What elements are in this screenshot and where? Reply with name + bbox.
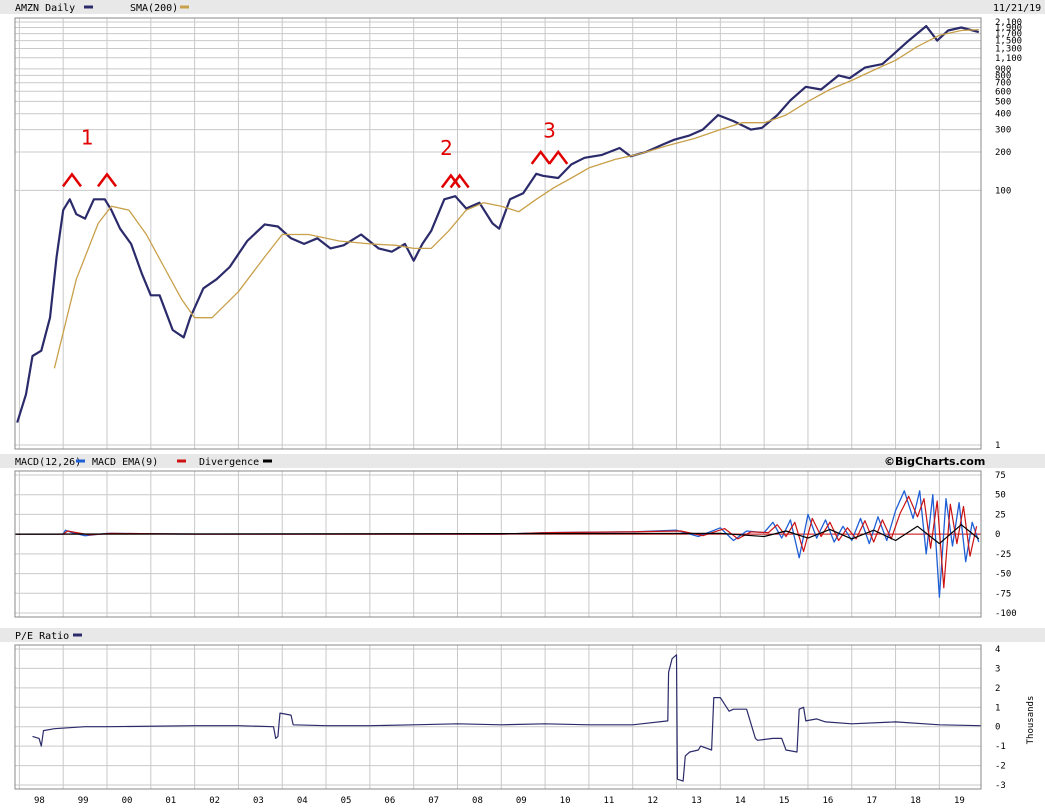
x-tick-label: 13 [691, 796, 702, 806]
y-tick-label: 50 [995, 491, 1006, 501]
panel-frame [14, 470, 982, 618]
y-tick-label: 2,100 [995, 18, 1022, 28]
y-tick-label: 4 [995, 645, 1000, 655]
chart-date: 11/21/19 [993, 3, 1041, 14]
divergence-line [14, 524, 980, 545]
y-tick-label: 75 [995, 471, 1006, 481]
y-tick-label: -3 [995, 781, 1006, 791]
x-tick-label: 10 [560, 796, 571, 806]
amzn-daily-line [16, 25, 980, 423]
pe-panel-header [0, 628, 1045, 642]
pe-legend-label: P/E Ratio [15, 631, 69, 642]
x-tick-label: 12 [647, 796, 658, 806]
y-tick-label: 0 [995, 723, 1000, 733]
y-tick-label: 800 [995, 71, 1011, 81]
price-title: AMZN Daily [15, 3, 75, 14]
x-tick-label: 99 [78, 796, 89, 806]
y-tick-label: -1 [995, 742, 1006, 752]
peak-caret-mark [530, 149, 551, 165]
y-tick-label: 900 [995, 65, 1011, 75]
x-tick-label: 05 [341, 796, 352, 806]
x-tick-label: 98 [34, 796, 45, 806]
peak-caret-mark [449, 173, 470, 189]
annotation-label: 2 [440, 136, 453, 160]
macd-12-26-line [15, 490, 980, 598]
pe-y-axis-label: Thousands [1026, 696, 1036, 745]
y-tick-label: 1,500 [995, 37, 1022, 47]
y-tick-label: 1 [995, 703, 1000, 713]
x-tick-label: 14 [735, 796, 746, 806]
x-tick-label: 16 [823, 796, 834, 806]
macd-ema-legend-label: MACD EMA(9) [92, 457, 158, 468]
panel-frame [14, 17, 982, 450]
x-tick-label: 03 [253, 796, 264, 806]
x-tick-label: 11 [603, 796, 614, 806]
x-tick-label: 07 [428, 796, 439, 806]
annotation-label: 3 [543, 119, 556, 143]
peak-caret-mark [97, 172, 117, 188]
y-tick-label: 1,300 [995, 45, 1022, 55]
divergence-legend-label: Divergence [199, 457, 259, 468]
y-tick-label: 1,900 [995, 24, 1022, 34]
peak-caret-mark [61, 172, 82, 188]
panel-frame [14, 644, 982, 790]
macd-ema-9-line [15, 495, 978, 589]
peak-caret-mark [440, 173, 461, 189]
y-tick-label: -100 [995, 609, 1017, 619]
y-tick-label: -25 [995, 550, 1011, 560]
price-panel-header [0, 0, 1045, 14]
y-tick-label: 700 [995, 79, 1011, 89]
x-tick-label: 01 [165, 796, 176, 806]
y-tick-label: 1,100 [995, 54, 1022, 64]
y-tick-label: 600 [995, 87, 1011, 97]
peak-caret-mark [548, 149, 569, 165]
p-e-ratio-line [32, 654, 982, 782]
x-tick-label: 02 [209, 796, 220, 806]
x-tick-label: 00 [122, 796, 133, 806]
y-tick-label: 300 [995, 126, 1011, 136]
y-tick-label: 400 [995, 110, 1011, 120]
sma-200-line [53, 28, 979, 369]
y-tick-label: 2 [995, 684, 1000, 694]
x-tick-label: 18 [910, 796, 921, 806]
y-tick-label: 500 [995, 97, 1011, 107]
y-tick-label: 100 [995, 186, 1011, 196]
sma-legend-label: SMA(200) [130, 3, 178, 14]
bigcharts-brand: ©BigCharts.com [884, 455, 985, 468]
x-tick-label: 06 [384, 796, 395, 806]
y-tick-label: 200 [995, 148, 1011, 158]
macd-legend-label: MACD(12,26) [15, 457, 81, 468]
x-tick-label: 04 [297, 796, 308, 806]
y-tick-label: 3 [995, 664, 1000, 674]
y-tick-label: 25 [995, 510, 1006, 520]
y-tick-label: -75 [995, 589, 1011, 599]
x-tick-label: 15 [779, 796, 790, 806]
x-tick-label: 09 [516, 796, 527, 806]
y-tick-label: 0 [995, 530, 1000, 540]
y-tick-label: -2 [995, 762, 1006, 772]
y-tick-label: -50 [995, 570, 1011, 580]
y-tick-label: 1,700 [995, 30, 1022, 40]
annotation-label: 1 [81, 125, 94, 149]
x-tick-label: 19 [954, 796, 965, 806]
x-tick-label: 08 [472, 796, 483, 806]
macd-panel-header [0, 454, 1045, 468]
x-tick-label: 17 [866, 796, 877, 806]
y-tick-label: 1 [995, 441, 1000, 451]
